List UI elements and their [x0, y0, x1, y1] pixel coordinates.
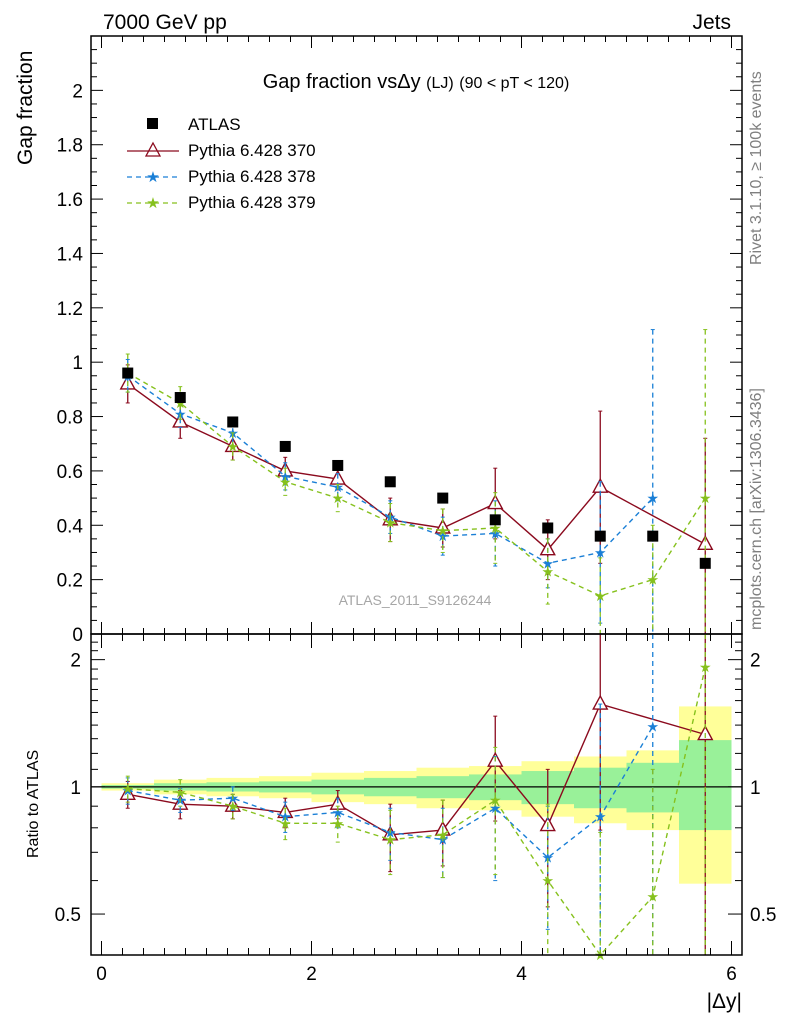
main-title: Gap fraction vsΔy (LJ) (90 < pT < 120) — [263, 71, 570, 93]
main-marker-atlas — [542, 522, 554, 534]
main-y-tick-label: 0.6 — [57, 462, 83, 483]
ratio-marker-p379: ★ — [436, 828, 449, 844]
main-title-text: Gap fraction vsΔy — [263, 71, 421, 93]
ratio-marker-p379: ★ — [121, 782, 134, 798]
x-tick-label: 0 — [96, 964, 107, 985]
watermark: ATLAS_2011_S9126244 — [339, 592, 492, 608]
x-axis-label: |Δy| — [707, 990, 742, 1013]
ratio-uncertainty-bands — [91, 706, 742, 884]
main-marks: ★★★★★★★★★★★★★★★★★★★★★★★ — [119, 329, 714, 635]
legend-378-label: Pythia 6.428 378 — [188, 167, 316, 186]
ratio-marker-p379: ★ — [226, 799, 239, 815]
main-marker-atlas — [647, 530, 659, 542]
main-y-tick-label: 2 — [72, 81, 83, 102]
main-marker-p378: ★ — [541, 556, 554, 572]
main-y-ticks: 0 0.2 0.4 0.6 0.8 1 1.2 1.4 1.6 1.8 2 — [57, 36, 742, 646]
main-marker-p378: ★ — [594, 545, 607, 561]
legend-370-marker — [144, 141, 162, 157]
rivet-side-label: Rivet 3.1.10, ≥ 100k events — [748, 71, 765, 265]
main-y-tick-label: 1.8 — [57, 136, 83, 157]
main-marker-p379: ★ — [331, 491, 344, 507]
x-tick-label: 2 — [306, 964, 317, 985]
ratio-y-tick-label-left: 2 — [70, 651, 81, 672]
legend-atlas-marker — [147, 118, 158, 129]
ratio-marker-p378: ★ — [384, 825, 397, 841]
ratio-y-tick-label-right: 2 — [750, 651, 761, 672]
main-y-tick-label: 0.2 — [57, 571, 83, 592]
ratio-marker-p379: ★ — [279, 816, 292, 832]
main-marker-p378: ★ — [646, 491, 659, 507]
main-marker-atlas — [227, 416, 239, 428]
ratio-marker-p378: ★ — [121, 784, 134, 800]
main-y-tick-label: 0.4 — [57, 516, 84, 537]
ratio-marker-p378: ★ — [646, 719, 659, 735]
ratio-marker-p379: ★ — [174, 785, 187, 801]
main-marker-atlas — [122, 367, 134, 379]
main-y-tick-label: 1 — [72, 353, 83, 374]
main-y-tick-label: 1.2 — [57, 299, 83, 320]
ratio-y-tick-label-right: 1 — [750, 778, 761, 799]
ratio-marker-p379: ★ — [331, 816, 344, 832]
ratio-marks: ★★ ★★ ★★ ★★★★★★ ★★★ ★★ ★★★★★★ — [119, 633, 714, 964]
mcplots-side-label: mcplots.cern.ch [arXiv:1306.3436] — [748, 388, 765, 630]
header-right-label: Jets — [692, 11, 731, 34]
main-marker-atlas — [279, 440, 291, 452]
ratio-marker-p378: ★ — [594, 810, 607, 826]
ratio-series-line-p379 — [127, 666, 706, 957]
x-tick-label: 6 — [726, 964, 737, 985]
ratio-panel: Ratio to ATLAS 0.5 0.51 12 20 2 4 6 ★★ ★★ ★★ ★★★★… — [25, 633, 776, 1013]
main-series-line-p378 — [127, 375, 654, 565]
main-marker-atlas — [699, 557, 711, 569]
main-marker-p379: ★ — [646, 573, 659, 589]
main-marker-atlas — [437, 492, 449, 504]
ratio-marker-p378: ★ — [331, 805, 344, 821]
main-marker-p379: ★ — [226, 439, 239, 455]
header-left-label: 7000 GeV pp — [103, 11, 227, 34]
ratio-marker-p379: ★ — [384, 833, 397, 849]
main-y-tick-label: 1.4 — [57, 244, 84, 265]
main-marker-atlas — [332, 459, 344, 471]
legend-379-marker: ★ — [146, 194, 159, 212]
ratio-frame — [90, 633, 743, 956]
x-tick-label: 4 — [516, 964, 527, 985]
ratio-y-tick-label-left: 1 — [70, 778, 81, 799]
main-marker-p379: ★ — [594, 589, 607, 605]
main-series-line-p379 — [127, 372, 706, 597]
main-marker-p379: ★ — [279, 475, 292, 491]
main-marker-p379: ★ — [699, 491, 712, 507]
ratio-y-axis-label: Ratio to ATLAS — [25, 750, 42, 858]
main-marker-atlas — [384, 476, 396, 488]
main-y-axis-label: Gap fraction — [14, 51, 37, 165]
ratio-y-tick-label-right: 0.5 — [750, 905, 776, 926]
ratio-marker-p379: ★ — [646, 890, 659, 906]
main-marker-p378: ★ — [384, 510, 397, 526]
legend-370-label: Pythia 6.428 370 — [188, 141, 316, 160]
main-marker-p379: ★ — [541, 564, 554, 580]
legend: ATLAS Pythia 6.428 370 ★ Pythia 6.428 37… — [127, 115, 316, 212]
ratio-marker-p379: ★ — [489, 793, 502, 809]
ratio-y-tick-label-left: 0.5 — [55, 905, 81, 926]
ratio-ticks: 0.5 0.5 1 1 2 2 0 2 4 6 — [55, 634, 776, 985]
main-y-tick-label: 0.8 — [57, 408, 83, 429]
legend-atlas-label: ATLAS — [188, 115, 241, 134]
main-y-tick-label: 0 — [72, 625, 83, 646]
main-title-extra: (LJ) — [426, 75, 454, 92]
legend-378-marker: ★ — [146, 168, 159, 186]
main-marker-atlas — [174, 392, 186, 404]
ratio-marker-p379: ★ — [541, 874, 554, 890]
ratio-marker-p379: ★ — [594, 948, 607, 964]
main-title-range: (90 < pT < 120) — [459, 75, 569, 92]
ratio-marker-p379: ★ — [699, 660, 712, 676]
main-marker-atlas — [489, 514, 501, 526]
main-y-tick-label: 1.6 — [57, 190, 83, 211]
legend-379-label: Pythia 6.428 379 — [188, 193, 316, 212]
main-series-line-p370 — [127, 383, 706, 551]
main-marker-atlas — [594, 530, 606, 542]
main-panel: Gap fraction Gap fraction vsΔy (LJ) (90 … — [14, 35, 743, 646]
main-marker-p379: ★ — [436, 524, 449, 540]
main-marker-p379: ★ — [384, 516, 397, 532]
